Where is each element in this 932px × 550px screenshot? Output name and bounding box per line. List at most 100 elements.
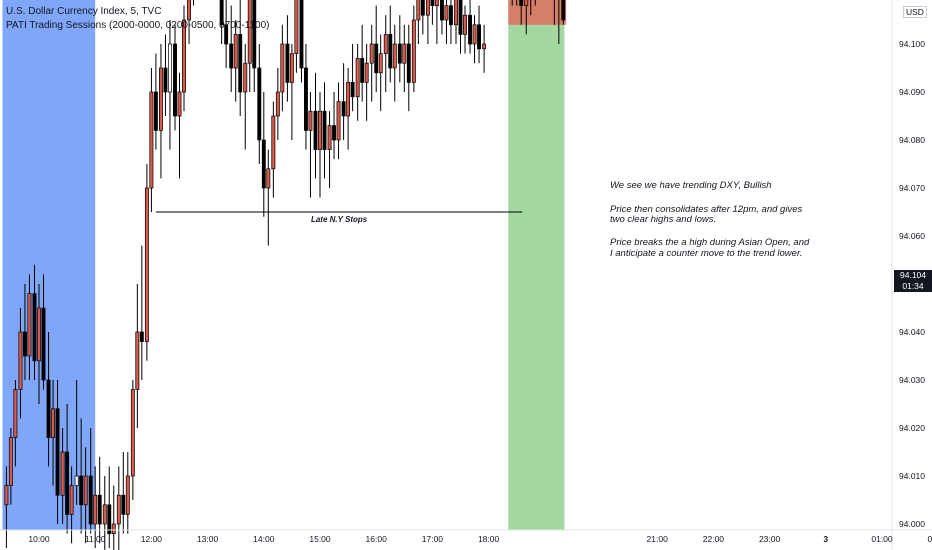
candle-body bbox=[285, 43, 290, 83]
symbol-title: U.S. Dollar Currency Index, 5, TVC bbox=[6, 6, 162, 17]
candle-body bbox=[364, 62, 369, 83]
candle-body bbox=[139, 331, 144, 342]
time-tick-label: 10:00 bbox=[28, 534, 50, 544]
note-line: Price then consolidates after 12pm, and … bbox=[610, 204, 802, 215]
note-line: Price breaks the a high during Asian Ope… bbox=[610, 237, 810, 248]
candle-body bbox=[374, 43, 379, 74]
candle-body bbox=[224, 24, 229, 45]
candle-body bbox=[346, 82, 351, 117]
time-tick-label: 14:00 bbox=[253, 534, 275, 544]
price-tick-label: 94.060 bbox=[899, 231, 925, 241]
price-tick-label: 94.020 bbox=[899, 423, 925, 433]
candle-body bbox=[65, 451, 70, 515]
note-line: We see we have trending DXY, Bullish bbox=[610, 180, 772, 191]
time-tick-label: 3 bbox=[823, 534, 828, 544]
candle-body bbox=[4, 485, 9, 506]
candle-body bbox=[257, 67, 262, 141]
time-tick-label: 18:00 bbox=[478, 534, 500, 544]
candle-body bbox=[261, 139, 266, 189]
candle-body bbox=[378, 53, 383, 74]
candle-body bbox=[458, 0, 463, 35]
candle-body bbox=[280, 43, 285, 93]
candle-body bbox=[69, 485, 74, 515]
candle-body bbox=[299, 0, 304, 69]
time-tick-label: 17:00 bbox=[422, 534, 444, 544]
sell-zone-box bbox=[508, 0, 567, 25]
price-tick-label: 94.100 bbox=[899, 39, 925, 49]
candle-body bbox=[46, 379, 51, 438]
candle-body bbox=[318, 110, 322, 150]
candle-body bbox=[88, 475, 93, 525]
candle-body bbox=[51, 408, 56, 438]
indicator-title: PATI Trading Sessions (2000-0000, 0200-0… bbox=[6, 20, 270, 31]
candle-body bbox=[468, 14, 473, 45]
candle-body bbox=[243, 62, 248, 93]
candle-body bbox=[519, 0, 524, 6]
time-tick-label: 13:00 bbox=[197, 534, 219, 544]
candle-body bbox=[167, 43, 172, 93]
candle-body bbox=[402, 43, 407, 64]
candle-body bbox=[388, 34, 393, 69]
session-band bbox=[508, 0, 565, 530]
stops-level-label: Late N.Y Stops bbox=[311, 215, 368, 224]
candle-body bbox=[163, 67, 168, 93]
candle-body bbox=[440, 0, 444, 21]
candle-body bbox=[144, 187, 149, 342]
candle-body bbox=[313, 110, 318, 150]
candle-body bbox=[107, 504, 112, 534]
candle-body bbox=[561, 0, 566, 21]
candle-body bbox=[93, 494, 98, 525]
candle-body bbox=[27, 293, 32, 357]
candle-body bbox=[397, 43, 402, 64]
price-tick-label: 94.000 bbox=[899, 519, 925, 529]
candle-body bbox=[369, 43, 374, 64]
candle-body bbox=[83, 475, 88, 506]
stop-levels: Late N.Y StopsLate N.Y Stops bbox=[155, 211, 523, 224]
candle-body bbox=[444, 5, 449, 21]
candle-body bbox=[130, 389, 135, 477]
candle-series bbox=[4, 0, 566, 550]
time-tick-label: 02:00 bbox=[928, 534, 932, 544]
candle-body bbox=[266, 168, 271, 189]
candle-body bbox=[41, 307, 46, 381]
candle-body bbox=[252, 0, 257, 69]
candle-body bbox=[32, 293, 37, 362]
candle-body bbox=[173, 43, 177, 117]
candle-body bbox=[233, 34, 238, 69]
price-tick-label: 94.010 bbox=[899, 471, 925, 481]
price-tick-label: 94.030 bbox=[899, 375, 925, 385]
price-tick-label: 94.110 bbox=[899, 0, 925, 1]
price-tick-label: 94.040 bbox=[899, 327, 925, 337]
candle-body bbox=[116, 494, 121, 525]
candle-body bbox=[383, 34, 388, 54]
time-tick-label: 22:00 bbox=[703, 534, 725, 544]
candle-body bbox=[392, 43, 397, 69]
note-line: two clear highs and lows. bbox=[610, 214, 716, 225]
candle-body bbox=[332, 125, 337, 141]
candle-body bbox=[97, 494, 102, 525]
candle-body bbox=[13, 389, 18, 438]
currency-label[interactable]: USD bbox=[903, 6, 927, 18]
candle-body bbox=[229, 43, 234, 69]
candle-body bbox=[454, 0, 458, 26]
candle-body bbox=[411, 19, 416, 83]
current-price-tag: 94.104 bbox=[894, 270, 932, 281]
candle-body bbox=[182, 19, 186, 93]
candle-body bbox=[477, 24, 481, 50]
candle-body bbox=[159, 67, 163, 131]
candle-body bbox=[79, 475, 84, 506]
time-tick-label: 23:00 bbox=[759, 534, 781, 544]
candle-body bbox=[448, 5, 453, 26]
countdown-tag: 01:34 bbox=[894, 281, 932, 292]
candle-body bbox=[350, 82, 355, 98]
candle-body bbox=[425, 0, 430, 16]
candle-body bbox=[55, 408, 60, 496]
candle-body bbox=[23, 331, 27, 357]
time-tick-label: 16:00 bbox=[366, 534, 388, 544]
candle-body bbox=[8, 437, 13, 486]
candle-body bbox=[420, 0, 425, 16]
time-axis[interactable]: 10:00 11:00 12:00 13:00 14:00 15:00 16:00 17:00… bbox=[0, 529, 932, 544]
candle-body bbox=[463, 14, 467, 35]
candle-body bbox=[247, 0, 252, 64]
